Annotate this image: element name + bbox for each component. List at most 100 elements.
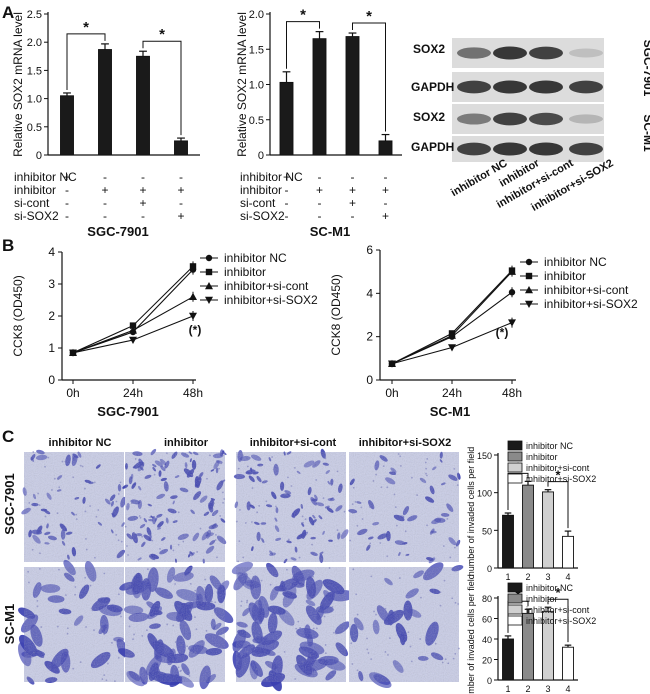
significance-mark: * bbox=[300, 7, 306, 24]
legend-label: inhibitor+si-cont bbox=[526, 605, 590, 615]
y-tick-label: 2.5 bbox=[27, 9, 42, 21]
bar bbox=[174, 140, 188, 156]
bar bbox=[522, 484, 534, 569]
condition-label-inhibitor-nc: inhibitor NC bbox=[240, 170, 303, 184]
blot-row-label-gapdh: GAPDH bbox=[411, 80, 454, 94]
legend-swatch bbox=[507, 473, 523, 484]
condition-sign: + bbox=[382, 209, 389, 223]
x-tick-label: 0h bbox=[385, 386, 398, 400]
y-tick-label: 1.5 bbox=[27, 65, 42, 77]
annotation: (*) bbox=[189, 323, 202, 337]
panel-c-bar-chart-sgc7901: 0 50 100 150 1 2 3 4 number of invaded cells per… bbox=[466, 440, 596, 582]
blot-band bbox=[529, 80, 563, 94]
condition-sign: + bbox=[349, 196, 356, 210]
chart-title: SC-M1 bbox=[310, 224, 350, 239]
x-tick-label: 4 bbox=[565, 684, 570, 694]
significance-mark: * bbox=[83, 19, 89, 36]
blot-band bbox=[493, 46, 527, 60]
significance-mark: * bbox=[159, 26, 165, 43]
y-tick-label: 3 bbox=[48, 277, 55, 291]
condition-sign: - bbox=[65, 209, 69, 223]
condition-sign: + bbox=[177, 209, 184, 223]
condition-label-si-cont: si-cont bbox=[14, 196, 50, 210]
condition-sign: + bbox=[316, 183, 323, 197]
condition-sign: - bbox=[351, 209, 355, 223]
condition-sign: - bbox=[318, 209, 322, 223]
condition-sign: + bbox=[177, 183, 184, 197]
y-tick-label: 4 bbox=[48, 245, 55, 259]
legend-marker bbox=[525, 300, 533, 308]
blot-row-label-sox2: SOX2 bbox=[413, 42, 445, 56]
western-blot: SOX2 GAPDH SOX2 GAPDH SGC-7901 SC-M1 inh… bbox=[411, 38, 650, 214]
y-axis-label: Relative SOX2 mRNA level bbox=[11, 12, 25, 157]
legend-swatch bbox=[507, 440, 523, 451]
y-tick-label: 0.5 bbox=[249, 115, 264, 127]
legend-label: inhibitor bbox=[526, 452, 558, 462]
y-tick-label: 1.0 bbox=[27, 94, 42, 106]
significance-bracket bbox=[352, 22, 386, 132]
x-tick-label: 2 bbox=[525, 684, 530, 694]
condition-sign: - bbox=[65, 183, 69, 197]
legend-label: inhibitor bbox=[224, 265, 266, 279]
y-tick-label: 2.0 bbox=[27, 37, 42, 49]
legend-label: inhibitor+si-SOX2 bbox=[544, 297, 638, 311]
bar bbox=[345, 36, 360, 156]
y-axis-label: CCK8 (OD450) bbox=[329, 274, 343, 355]
micrograph-row-label-sgc7901: SGC-7901 bbox=[2, 473, 17, 534]
condition-label-si-cont: si-cont bbox=[240, 196, 276, 210]
bar bbox=[136, 55, 150, 156]
x-tick-label: 3 bbox=[545, 572, 550, 582]
condition-sign: - bbox=[141, 209, 145, 223]
panel-label-c: C bbox=[2, 427, 14, 446]
legend-marker bbox=[525, 286, 533, 294]
y-tick-label: 80 bbox=[482, 594, 492, 604]
y-tick-label: 6 bbox=[366, 243, 373, 257]
condition-sign: - bbox=[351, 170, 355, 184]
y-tick-label: 20 bbox=[482, 656, 492, 666]
y-tick-label: 60 bbox=[482, 615, 492, 625]
panel-label-b: B bbox=[2, 236, 14, 255]
condition-sign: - bbox=[384, 196, 388, 210]
blot-band bbox=[493, 142, 527, 156]
blot-row-label-sox2: SOX2 bbox=[413, 110, 445, 124]
condition-sign: - bbox=[141, 170, 145, 184]
bar bbox=[502, 514, 514, 569]
data-point bbox=[69, 349, 77, 357]
y-tick-label: 150 bbox=[477, 451, 492, 461]
invasion-micrographs: inhibitor NC inhibitor inhibitor+si-cont… bbox=[2, 437, 464, 692]
condition-sign: - bbox=[384, 170, 388, 184]
blot-band bbox=[569, 80, 603, 94]
blot-group-label-scm1: SC-M1 bbox=[641, 114, 650, 152]
legend-marker bbox=[205, 296, 213, 304]
blot-band bbox=[493, 80, 527, 94]
condition-sign: - bbox=[318, 196, 322, 210]
chart-title: SGC-7901 bbox=[87, 224, 148, 239]
y-tick-label: 2 bbox=[366, 330, 373, 344]
bar bbox=[562, 535, 574, 569]
panel-label-a: A bbox=[2, 3, 14, 22]
significance-bracket bbox=[507, 472, 529, 511]
legend-swatch bbox=[507, 593, 523, 604]
y-tick-label: 1.0 bbox=[249, 80, 264, 92]
condition-sign: - bbox=[103, 170, 107, 184]
y-axis-label: Relative SOX2 mRNA level bbox=[235, 12, 249, 157]
bar bbox=[378, 140, 393, 156]
data-point bbox=[448, 344, 456, 352]
condition-label-si-sox2: si-SOX2 bbox=[240, 209, 285, 223]
condition-sign: - bbox=[285, 196, 289, 210]
blot-band bbox=[569, 114, 603, 124]
micrograph-column-label: inhibitor NC bbox=[49, 437, 112, 449]
legend-swatch bbox=[507, 615, 523, 626]
micrograph-texture bbox=[125, 567, 225, 682]
chart-title: SC-M1 bbox=[430, 404, 470, 419]
significance-bracket bbox=[66, 33, 106, 90]
legend-label: inhibitor+si-SOX2 bbox=[526, 616, 596, 626]
annotation: (*) bbox=[496, 326, 509, 340]
data-point bbox=[129, 336, 137, 344]
legend-marker bbox=[525, 258, 533, 266]
series-line bbox=[391, 291, 513, 365]
y-tick-label: 0 bbox=[487, 564, 492, 574]
